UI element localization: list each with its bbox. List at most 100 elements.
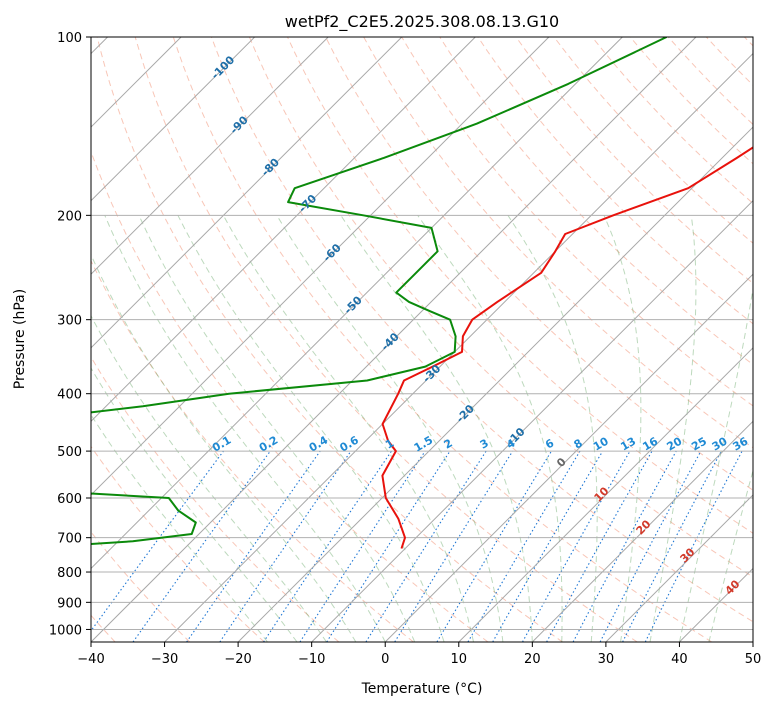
- isotherm-line: [605, 494, 753, 642]
- dry-adiabat-line: [91, 531, 191, 642]
- isotherm-label: -90: [228, 113, 251, 136]
- isotherm-label: -70: [296, 192, 319, 215]
- mixing-ratio-line: [522, 450, 631, 642]
- isotherm-line: [91, 37, 256, 202]
- mixing-ratio-label: 2: [442, 437, 455, 452]
- x-tick-label: 10: [451, 652, 468, 667]
- y-tick-label: 400: [57, 388, 82, 403]
- x-tick-label: 0: [381, 652, 389, 667]
- moist-adiabat-label: 30: [678, 545, 698, 565]
- y-axis-label: Pressure (hPa): [12, 289, 28, 389]
- y-tick-label: 200: [57, 209, 82, 224]
- mixing-ratio-line: [219, 450, 352, 642]
- line-labels: -100-90-80-70-60-50-40-30-20-100.1 0.2 0.4…: [209, 53, 751, 597]
- mixing-ratio-line: [599, 450, 702, 642]
- moist-adiabat-line: [417, 215, 563, 642]
- isotherm-label: -30: [420, 362, 443, 385]
- skewed-isotherms: [91, 37, 753, 642]
- dewpoint-profile-line: [91, 37, 668, 546]
- dry-adiabat-line: [210, 37, 753, 623]
- moist-adiabat-line: [222, 215, 474, 642]
- isotherm-label: -100: [209, 53, 238, 82]
- dry-adiabat-line: [629, 37, 753, 165]
- moist-adiabat-line: [138, 215, 416, 642]
- isotherm-label: -50: [342, 293, 365, 316]
- y-tick-label: 500: [57, 445, 82, 460]
- dry-adiabat-line: [172, 37, 713, 642]
- moist-adiabat-line: [276, 215, 504, 642]
- moist-adiabat-line: [104, 215, 386, 642]
- isotherm-line: [91, 37, 697, 642]
- isotherm-line: [531, 420, 753, 642]
- dry-adiabat-line: [325, 37, 753, 491]
- y-tick-label: 900: [57, 596, 82, 611]
- mixing-ratio-line: [365, 450, 487, 642]
- moist-adiabat-label: 20: [634, 517, 654, 537]
- x-axis: −40 −30 −20 −10 0 10 20 30 40 50: [77, 642, 761, 667]
- plot-frame: [90, 36, 754, 643]
- moist-adiabat-line: [91, 314, 327, 642]
- moist-adiabat-line: [91, 367, 298, 642]
- moist-adiabat-line: [91, 413, 268, 642]
- x-tick-label: −30: [151, 652, 178, 667]
- y-tick-label: 800: [57, 566, 82, 581]
- dry-adiabat-line: [91, 445, 265, 642]
- dry-adiabat-line: [401, 37, 753, 407]
- x-tick-label: −10: [298, 652, 325, 667]
- mixing-ratio-line: [644, 450, 743, 642]
- temperature-profile-line: [381, 146, 753, 549]
- isotherm-line: [237, 126, 753, 642]
- isotherm-line: [458, 347, 753, 642]
- moist-adiabat-line: [678, 285, 753, 642]
- mixing-ratio-lines: [91, 450, 743, 642]
- moist-adiabat-label: 0: [554, 455, 569, 470]
- moist-adiabat-line: [91, 253, 357, 642]
- moist-adiabat-line: [340, 215, 533, 642]
- dry-adiabat-line: [515, 37, 753, 284]
- y-axis: 100 200 300 400 500 600 700 800 900 1000: [49, 31, 91, 638]
- dry-adiabat-line: [96, 37, 563, 642]
- sounding-profiles: [91, 37, 753, 549]
- isotherm-line: [91, 37, 623, 570]
- dry-adiabat-line: [553, 37, 753, 244]
- plot-area: -100-90-80-70-60-50-40-30-20-100.1 0.2 0.4…: [91, 37, 753, 642]
- moist-adiabat-label: 40: [723, 577, 743, 597]
- isotherm-line: [91, 37, 476, 423]
- mixing-ratio-line: [436, 450, 552, 642]
- isotherm-line: [384, 273, 753, 642]
- moist-adiabats: [91, 215, 753, 642]
- moist-adiabat-line: [708, 468, 753, 642]
- y-tick-label: 100: [57, 31, 82, 46]
- isotherm-label: -80: [259, 155, 282, 178]
- dry-adiabat-line: [705, 37, 753, 86]
- isotherm-line: [752, 641, 753, 642]
- dry-adiabat-line: [248, 37, 753, 578]
- mixing-ratio-line: [132, 450, 271, 642]
- y-tick-label: 700: [57, 532, 82, 547]
- isotherm-line: [164, 52, 753, 642]
- mixing-ratio-line: [299, 450, 426, 642]
- chart-title: wetPf2_C2E5.2025.308.08.13.G10: [285, 12, 559, 32]
- isotherm-label: -20: [454, 402, 477, 425]
- x-tick-label: −40: [77, 652, 104, 667]
- moist-adiabat-line: [177, 215, 445, 642]
- moist-adiabat-line: [603, 215, 642, 642]
- mixing-ratio-line: [326, 450, 451, 642]
- isotherm-label: -40: [379, 330, 402, 353]
- mixing-ratio-line: [492, 450, 604, 642]
- mixing-ratio-line: [394, 450, 514, 642]
- y-tick-label: 300: [57, 314, 82, 329]
- x-axis-label: Temperature (°C): [361, 681, 483, 697]
- x-tick-label: 20: [524, 652, 541, 667]
- isotherm-line: [311, 199, 753, 642]
- x-tick-label: 30: [598, 652, 615, 667]
- mixing-ratio-line: [91, 450, 224, 632]
- dry-adiabat-line: [91, 150, 489, 642]
- dry-adiabat-line: [91, 259, 414, 642]
- x-tick-label: 40: [671, 652, 688, 667]
- mixing-ratio-line: [572, 450, 677, 642]
- dry-adiabat-line: [134, 37, 638, 642]
- dry-adiabat-line: [591, 37, 753, 205]
- moist-adiabat-line: [649, 215, 697, 642]
